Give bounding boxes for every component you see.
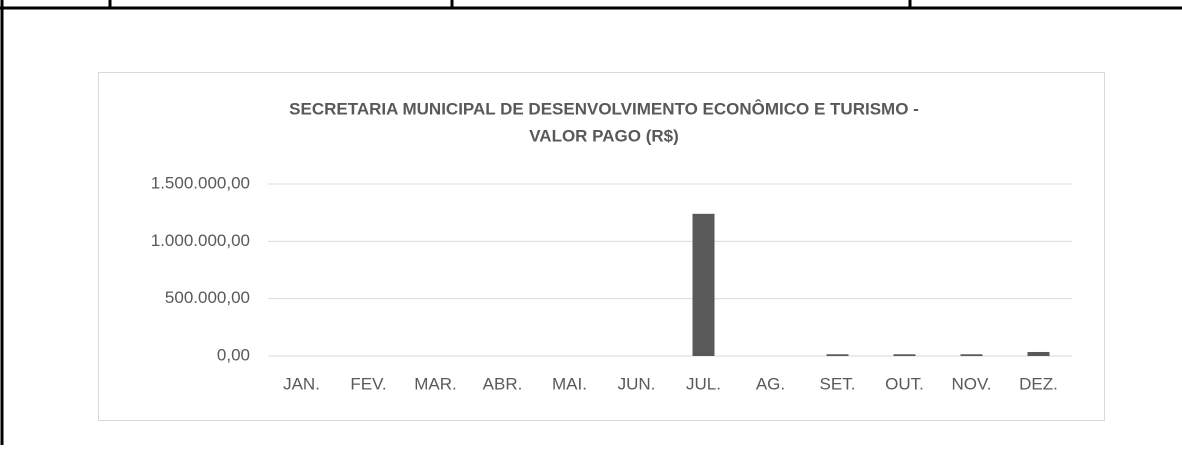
x-tick-label: FEV.	[350, 374, 386, 393]
bar	[893, 354, 916, 356]
x-tick-label: OUT.	[885, 374, 924, 393]
chart-frame	[98, 72, 1105, 421]
bar	[960, 354, 983, 356]
bar	[692, 213, 715, 356]
bar	[826, 354, 849, 356]
x-tick-label: NOV.	[951, 374, 991, 393]
y-tick-label: 1.000.000,00	[151, 231, 250, 250]
x-tick-label: MAI.	[552, 374, 587, 393]
x-tick-label: MAR.	[414, 374, 457, 393]
y-tick-label: 500.000,00	[165, 288, 250, 307]
x-tick-label: DEZ.	[1019, 374, 1058, 393]
x-tick-label: JAN.	[283, 374, 320, 393]
x-tick-label: JUN.	[618, 374, 656, 393]
x-tick-label: SET.	[820, 374, 856, 393]
chart-title: VALOR PAGO (R$)	[529, 126, 679, 145]
chart-title: SECRETARIA MUNICIPAL DE DESENVOLVIMENTO …	[289, 99, 919, 118]
y-tick-label: 0,00	[217, 345, 250, 364]
bar	[1027, 351, 1050, 356]
x-tick-label: AG.	[756, 374, 785, 393]
x-tick-label: JUL.	[686, 374, 721, 393]
x-tick-label: ABR.	[483, 374, 523, 393]
y-tick-label: 1.500.000,00	[151, 173, 250, 192]
